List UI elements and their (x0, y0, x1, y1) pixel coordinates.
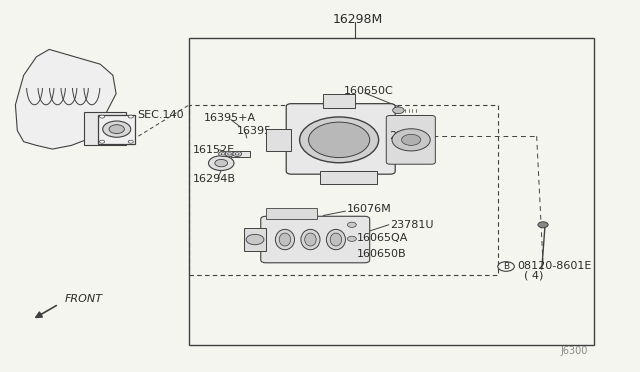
Bar (320, 171, 378, 184)
Text: 16395: 16395 (237, 126, 272, 136)
Ellipse shape (330, 233, 342, 246)
Bar (323, 94, 355, 109)
Bar (189, 105, 499, 275)
FancyBboxPatch shape (387, 115, 435, 164)
Circle shape (401, 134, 420, 145)
Ellipse shape (275, 230, 294, 250)
Circle shape (128, 115, 133, 118)
Text: 160650C: 160650C (344, 86, 394, 96)
Ellipse shape (326, 230, 346, 250)
Text: 23781U: 23781U (390, 220, 433, 230)
Polygon shape (15, 49, 116, 149)
Circle shape (215, 160, 228, 167)
Text: 16076M: 16076M (347, 204, 392, 214)
Ellipse shape (305, 233, 316, 246)
Text: B: B (503, 262, 509, 271)
Ellipse shape (301, 230, 320, 250)
Circle shape (348, 222, 356, 227)
Text: 16298M: 16298M (333, 13, 383, 26)
Circle shape (109, 125, 124, 134)
Circle shape (219, 151, 228, 157)
FancyBboxPatch shape (260, 216, 370, 263)
Circle shape (393, 107, 404, 113)
Text: 160650B: 160650B (357, 249, 406, 259)
Text: 16395+A: 16395+A (204, 113, 256, 123)
Bar (231, 151, 250, 157)
Text: SEC.140: SEC.140 (137, 110, 184, 120)
Text: 22620: 22620 (389, 131, 424, 141)
Circle shape (128, 140, 133, 143)
Bar (84, 112, 125, 145)
Text: 08120-8601E: 08120-8601E (518, 262, 592, 272)
Bar (266, 129, 291, 151)
Bar (189, 38, 594, 345)
Circle shape (209, 156, 234, 170)
Circle shape (100, 115, 104, 118)
Text: J6300: J6300 (561, 346, 588, 356)
Circle shape (392, 129, 430, 151)
Circle shape (308, 122, 370, 158)
Circle shape (100, 140, 104, 143)
Text: 16294B: 16294B (193, 174, 236, 185)
Circle shape (225, 151, 234, 157)
Circle shape (236, 153, 239, 155)
Circle shape (300, 117, 379, 163)
Text: 16065QA: 16065QA (357, 233, 408, 243)
Text: FRONT: FRONT (65, 294, 103, 304)
Text: ( 4): ( 4) (524, 270, 543, 280)
Circle shape (538, 222, 548, 228)
Circle shape (102, 121, 131, 137)
Text: 16152E: 16152E (193, 145, 235, 155)
FancyBboxPatch shape (286, 104, 395, 174)
Circle shape (246, 234, 264, 245)
Circle shape (233, 151, 242, 157)
Circle shape (228, 153, 232, 155)
Bar (244, 228, 266, 251)
Ellipse shape (279, 233, 291, 246)
Circle shape (348, 236, 356, 241)
Bar (266, 208, 317, 219)
Circle shape (221, 153, 225, 155)
Bar (99, 115, 135, 144)
